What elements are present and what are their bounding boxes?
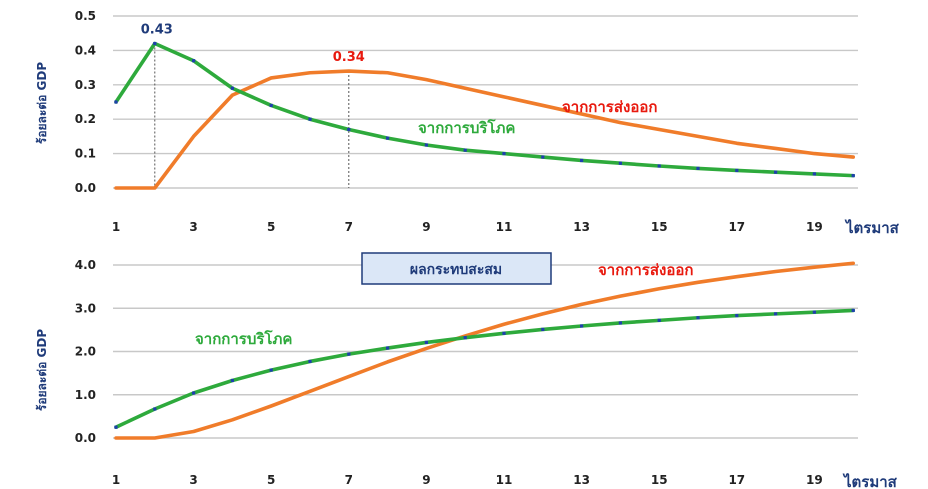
top-x-tick-label: 19 (806, 220, 823, 234)
top-data-point-consumption (502, 152, 506, 156)
bot-y-tick-label: 1.0 (75, 388, 96, 402)
bot-data-point-consumption (735, 314, 739, 318)
top-data-point-consumption (696, 166, 700, 170)
top-y-tick-label: 0.2 (75, 112, 96, 126)
bot-data-point-consumption (347, 352, 351, 356)
top-x-tick-labels: 1 3 5 7 9 11 13 15 17 19 (112, 220, 823, 234)
bottom-series-label-consumption: จากการบริโภค (195, 329, 292, 348)
bot-x-tick-label: 15 (651, 473, 668, 487)
top-data-point-consumption (230, 86, 234, 90)
bottom-y-tick-labels: 0.0 1.0 2.0 3.0 4.0 (75, 258, 96, 445)
top-x-tick-label: 1 (112, 220, 120, 234)
top-y-tick-label: 0.4 (75, 43, 96, 57)
top-data-point-consumption (463, 148, 467, 152)
bot-x-tick-label: 13 (573, 473, 590, 487)
annotation-consumption-peak: 0.43 (141, 23, 173, 38)
top-series-line-consumption (114, 41, 856, 178)
bot-data-point-consumption (269, 368, 273, 372)
top-series-label-consumption: จากการบริโภค (418, 118, 515, 137)
top-data-point-consumption (851, 174, 855, 178)
bot-data-point-consumption (657, 318, 661, 322)
top-data-point-consumption (580, 158, 584, 163)
top-y-tick-labels: 0.0 0.1 0.2 0.3 0.4 0.5 (75, 9, 96, 195)
top-y-tick-label: 0.5 (75, 9, 96, 23)
bot-series-line-consumption (114, 308, 856, 429)
bot-data-point-consumption (618, 321, 622, 325)
top-data-point-consumption (269, 103, 273, 108)
bottom-chart-title: ผลกระทบสะสม (410, 262, 502, 278)
top-data-point-consumption (347, 127, 351, 132)
bot-data-point-consumption (192, 391, 196, 395)
bot-x-tick-label: 9 (422, 473, 430, 487)
top-series (114, 41, 856, 190)
top-x-tick-label: 7 (345, 220, 353, 234)
bottom-series-label-export: จากการส่งออก (598, 261, 693, 279)
bot-data-point-consumption (851, 308, 855, 313)
bot-data-point-consumption (153, 407, 157, 411)
top-x-tick-label: 15 (651, 220, 668, 234)
bot-data-point-consumption (812, 310, 816, 314)
bottom-chart-panel: 0.01.02.03.04.0 1 3 5 7 9 11 13 15 17 19 ร้อยละต่… (35, 252, 898, 489)
bot-data-point-consumption (541, 327, 545, 332)
bot-y-tick-label: 3.0 (75, 301, 96, 315)
bot-x-tick-label: 17 (728, 473, 745, 487)
bot-data-point-consumption (463, 336, 467, 340)
bot-y-tick-label: 2.0 (75, 345, 96, 359)
bot-x-tick-label: 7 (345, 473, 353, 487)
title-box (361, 252, 552, 285)
top-data-point-consumption (541, 155, 545, 159)
top-data-point-consumption (192, 59, 196, 63)
bot-y-tick-label: 0.0 (75, 431, 96, 445)
bot-data-point-consumption (580, 324, 584, 328)
bot-series-line-export (114, 261, 856, 440)
bottom-gridlines (113, 264, 858, 439)
top-x-tick-label: 9 (422, 220, 430, 234)
annotation-export-peak: 0.34 (333, 50, 365, 65)
bot-x-tick-label: 3 (189, 473, 197, 487)
top-x-axis-label: ไตรมาส (844, 218, 900, 237)
bot-data-point-consumption (696, 316, 700, 320)
bot-y-tick-label: 4.0 (75, 258, 96, 272)
top-data-point-consumption (114, 100, 118, 104)
top-series-label-export: จากการส่งออก (562, 98, 657, 116)
bot-data-point-consumption (502, 331, 506, 335)
top-y-tick-label: 0.3 (75, 78, 96, 92)
top-x-tick-label: 17 (728, 220, 745, 234)
bot-data-point-consumption (386, 346, 390, 350)
bot-data-point-consumption (114, 425, 118, 429)
top-peak-drop-lines (154, 43, 350, 188)
top-data-point-consumption (657, 164, 661, 168)
top-data-point-consumption (153, 41, 157, 46)
bot-data-point-consumption (230, 378, 234, 383)
top-data-point-consumption (735, 168, 739, 173)
top-x-tick-label: 5 (267, 220, 275, 234)
top-chart-panel: 0.00.10.20.30.40.5 1 3 5 7 9 11 13 15 17 19 ร้อยล… (35, 9, 900, 237)
bot-data-point-consumption (774, 312, 778, 316)
top-x-tick-label: 3 (189, 220, 197, 234)
bottom-x-tick-labels: 1 3 5 7 9 11 13 15 17 19 (112, 473, 823, 487)
top-data-point-consumption (774, 170, 778, 174)
top-x-tick-label: 11 (496, 220, 513, 234)
top-y-tick-label: 0.1 (75, 147, 96, 161)
bot-x-tick-label: 11 (496, 473, 513, 487)
top-gridlines (113, 15, 858, 189)
bot-x-tick-label: 5 (267, 473, 275, 487)
top-x-tick-label: 13 (573, 220, 590, 234)
top-data-point-consumption (812, 172, 816, 176)
top-y-axis-label: ร้อยละต่อ GDP (35, 62, 49, 144)
bot-x-tick-label: 19 (806, 473, 823, 487)
bottom-y-axis-label: ร้อยละต่อ GDP (35, 329, 49, 411)
bottom-x-axis-label: ไตรมาส (842, 472, 898, 489)
bot-x-tick-label: 1 (112, 473, 120, 487)
top-data-point-consumption (308, 117, 312, 121)
bottom-series (114, 261, 856, 440)
bot-data-point-consumption (424, 340, 428, 345)
top-data-point-consumption (618, 161, 622, 165)
top-y-tick-label: 0.0 (75, 181, 96, 195)
top-data-point-consumption (424, 143, 428, 147)
top-data-point-consumption (386, 136, 390, 140)
bot-data-point-consumption (308, 359, 312, 364)
